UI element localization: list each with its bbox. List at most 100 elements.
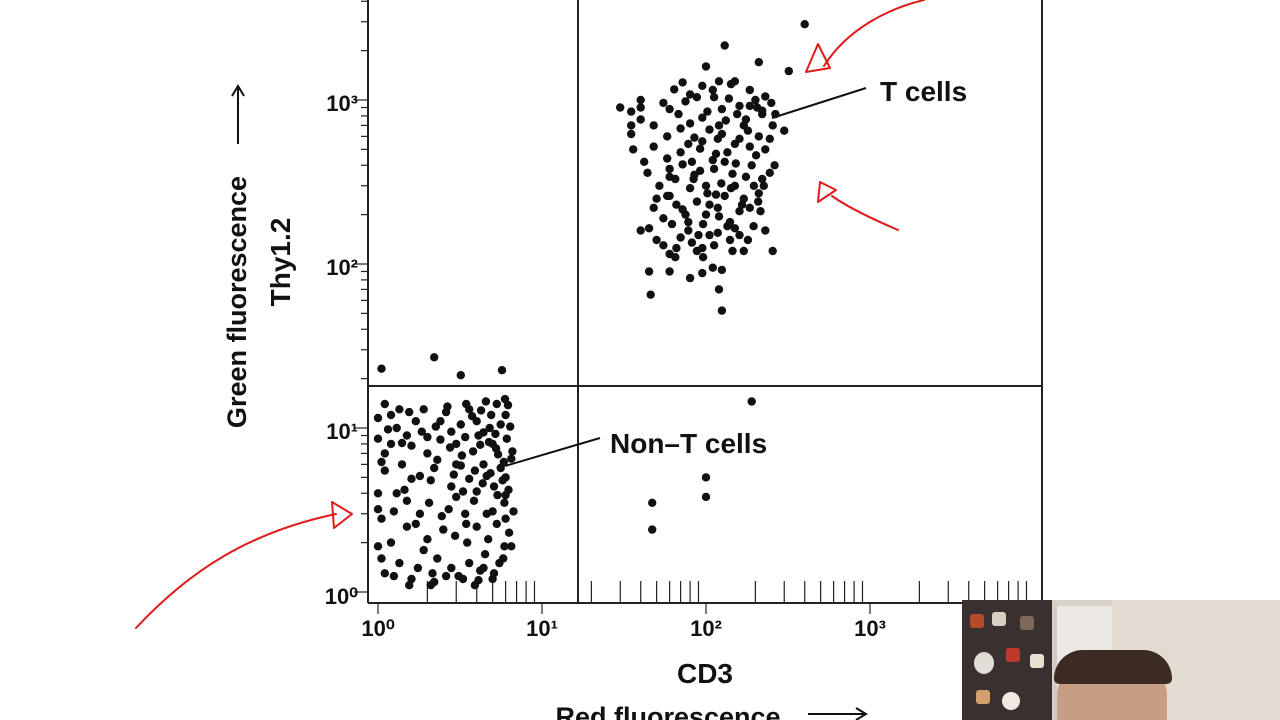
data-point: [458, 487, 468, 496]
data-point: [735, 101, 744, 111]
data-point: [415, 509, 425, 518]
data-point: [747, 397, 756, 406]
data-point: [663, 191, 672, 201]
data-point: [616, 103, 625, 112]
data-point: [685, 273, 695, 283]
data-point: [739, 246, 748, 256]
data-point: [504, 528, 514, 537]
data-point: [728, 246, 737, 256]
data-point: [694, 230, 703, 240]
data-point: [745, 203, 754, 212]
data-point: [636, 95, 645, 105]
data-point: [431, 422, 440, 431]
data-point: [447, 482, 456, 491]
data-point: [480, 550, 490, 559]
data-point: [689, 174, 698, 184]
data-point: [768, 121, 777, 130]
data-point: [649, 203, 658, 212]
data-point: [745, 142, 754, 151]
data-point: [665, 267, 674, 276]
data-point: [665, 249, 674, 259]
data-point: [649, 121, 658, 130]
data-point: [479, 460, 488, 469]
data-point: [665, 172, 674, 181]
data-point: [386, 538, 396, 547]
data-point: [423, 449, 432, 458]
data-point: [501, 490, 510, 500]
data-point: [397, 460, 407, 469]
data-point: [754, 132, 763, 141]
data-point: [705, 125, 714, 134]
data-point: [400, 485, 409, 494]
data-point: [508, 447, 517, 456]
data-point: [380, 466, 389, 475]
data-point: [733, 109, 742, 119]
t-cells-leader-line: [771, 87, 867, 119]
shelf-item: [970, 614, 984, 628]
data-point: [436, 435, 445, 444]
data-point: [731, 159, 740, 168]
data-point: [663, 154, 672, 163]
red-arrow-top: [805, 0, 925, 73]
y-tick-label-0: 10⁰: [325, 584, 358, 609]
red-arrow-middle: [817, 181, 899, 231]
data-point: [487, 410, 496, 420]
data-point: [402, 431, 412, 440]
data-point: [461, 432, 470, 442]
data-point: [709, 241, 719, 250]
data-point: [458, 574, 468, 584]
data-point: [713, 134, 722, 143]
bookshelf: [962, 600, 1052, 720]
shelf-item: [974, 652, 994, 674]
data-point: [502, 434, 511, 443]
data-point: [723, 148, 732, 157]
data-point: [761, 226, 770, 235]
data-point: [437, 512, 446, 521]
data-point: [770, 161, 779, 170]
data-point: [444, 505, 453, 514]
data-point: [741, 172, 751, 181]
data-point: [472, 522, 481, 531]
data-point: [717, 179, 726, 188]
data-point: [711, 190, 721, 199]
t-cells-label: T cells: [880, 76, 967, 107]
data-point: [784, 66, 793, 76]
data-point: [491, 429, 500, 439]
data-point: [659, 98, 668, 108]
data-point: [479, 428, 488, 437]
data-point: [640, 157, 649, 166]
data-point: [423, 432, 432, 442]
data-point: [469, 496, 479, 505]
data-point: [470, 581, 480, 590]
data-point: [735, 134, 744, 143]
data-point: [424, 498, 434, 507]
y-minor-ticks: [354, 0, 368, 593]
data-point: [701, 62, 711, 71]
y-tick-label-1: 10¹: [326, 419, 358, 444]
x-tick-label-0: 10⁰: [361, 616, 394, 641]
data-point: [413, 563, 423, 573]
data-point: [676, 124, 685, 133]
data-point: [643, 168, 652, 177]
data-point: [445, 443, 455, 452]
data-point: [380, 399, 389, 409]
data-point: [419, 405, 428, 414]
data-point: [726, 184, 736, 193]
data-point: [759, 181, 768, 190]
data-point: [737, 200, 747, 209]
data-point: [627, 129, 636, 139]
data-point: [627, 107, 636, 116]
data-point: [685, 184, 695, 193]
data-point: [730, 224, 740, 233]
data-point: [644, 267, 654, 276]
x-axis-secondary-text: Red fluorescence: [555, 702, 780, 720]
data-point: [467, 412, 477, 421]
data-point: [500, 498, 509, 507]
x-axis-label: CD3: [677, 658, 733, 689]
data-point: [672, 200, 681, 209]
data-point: [447, 563, 456, 573]
data-point: [433, 455, 442, 464]
data-point: [481, 397, 491, 406]
data-point: [377, 457, 386, 467]
data-point: [373, 413, 383, 423]
